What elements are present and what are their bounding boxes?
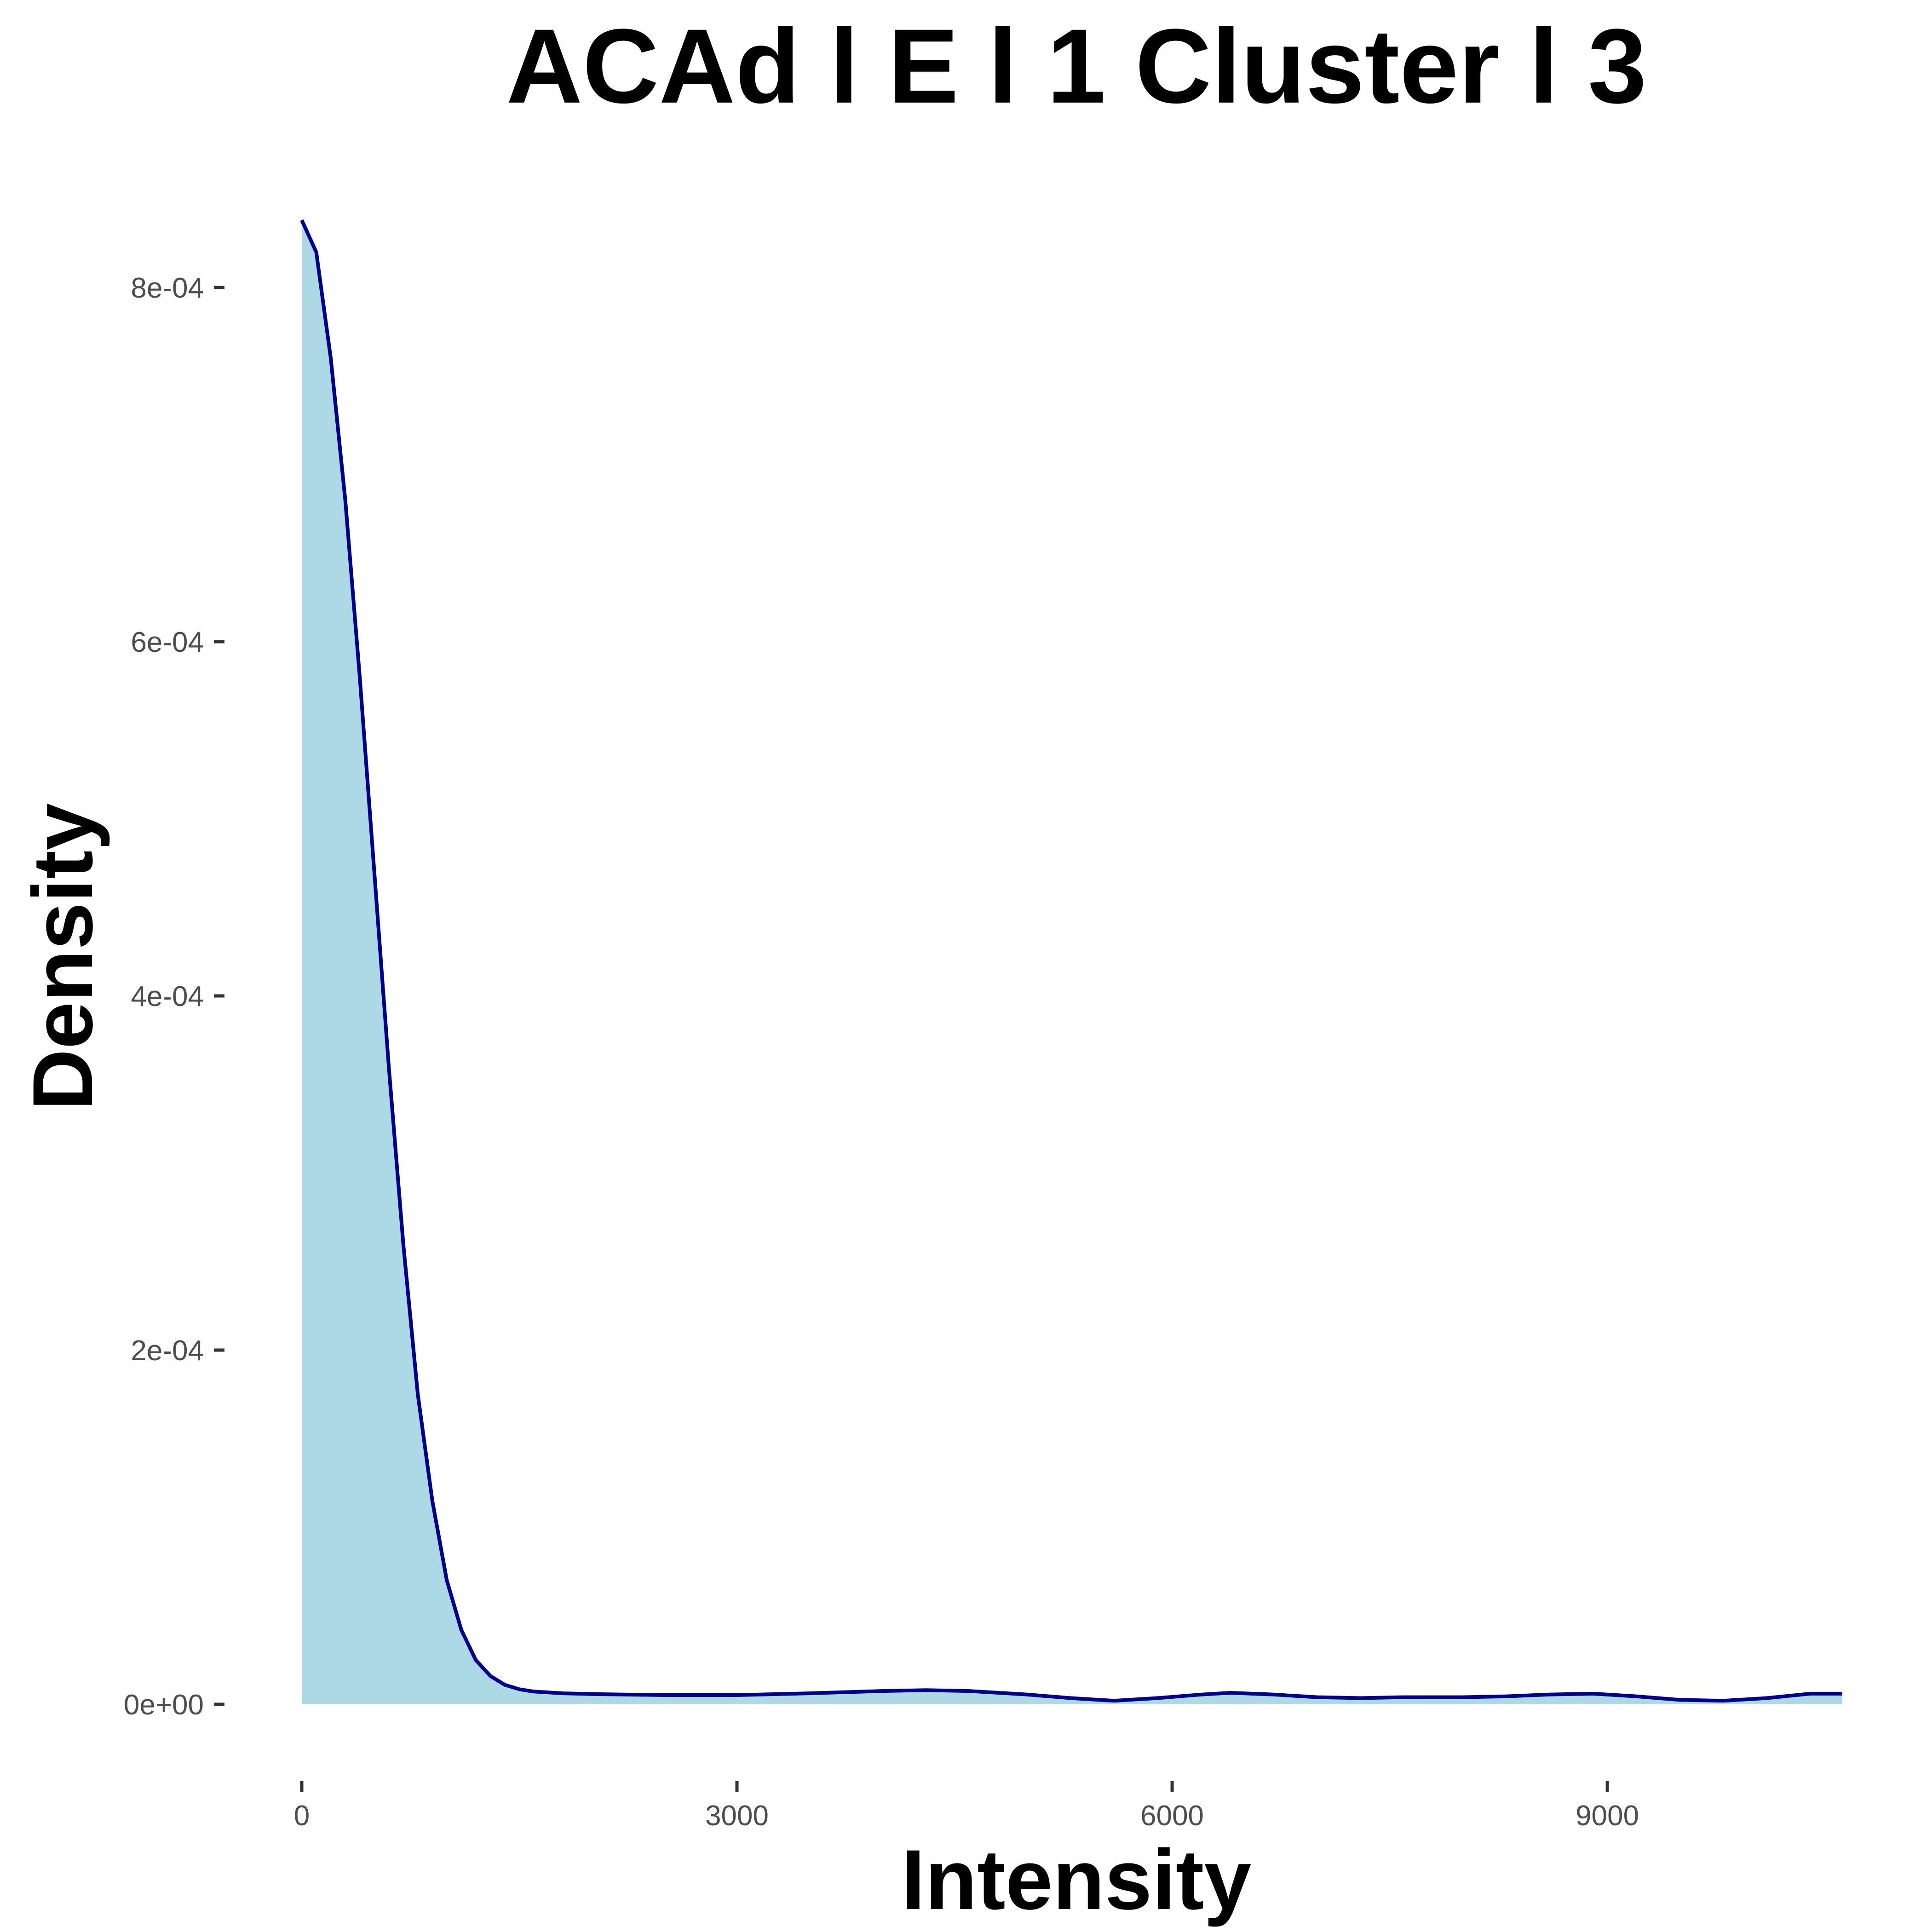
x-tick-label-0: 0 [294,1800,310,1832]
x-tick-label-1: 3000 [705,1800,769,1832]
x-axis: 0 3000 6000 9000 [294,1781,1639,1832]
x-tick-label-2: 6000 [1140,1800,1204,1832]
y-tick-label-3: 6e-04 [131,627,204,658]
plot-area [300,219,1842,1705]
chart-title: ACAd l E l 1 Cluster l 3 [506,7,1646,125]
x-axis-title: Intensity [902,1833,1252,1927]
y-tick-label-1: 2e-04 [131,1335,204,1367]
y-tick-label-4: 8e-04 [131,272,204,304]
y-tick-label-0: 0e+00 [124,1689,204,1721]
density-area [302,220,1842,1705]
y-axis: 0e+00 2e-04 4e-04 6e-04 8e-04 [124,272,224,1721]
y-tick-label-2: 4e-04 [131,981,204,1012]
density-line [300,219,1842,1703]
x-tick-label-3: 9000 [1576,1800,1639,1832]
y-axis-title: Density [16,803,110,1110]
